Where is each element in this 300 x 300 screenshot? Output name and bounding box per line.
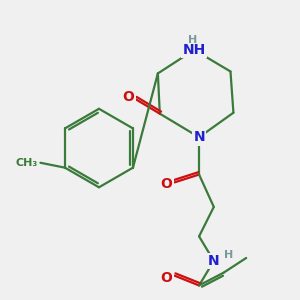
Text: NH: NH xyxy=(182,43,206,57)
Text: N: N xyxy=(208,254,220,268)
Text: H: H xyxy=(188,35,197,45)
Text: CH₃: CH₃ xyxy=(15,158,38,168)
Text: O: O xyxy=(122,90,134,104)
Text: N: N xyxy=(193,130,205,144)
Text: O: O xyxy=(161,271,172,285)
Text: O: O xyxy=(161,177,172,191)
Text: H: H xyxy=(224,250,233,260)
